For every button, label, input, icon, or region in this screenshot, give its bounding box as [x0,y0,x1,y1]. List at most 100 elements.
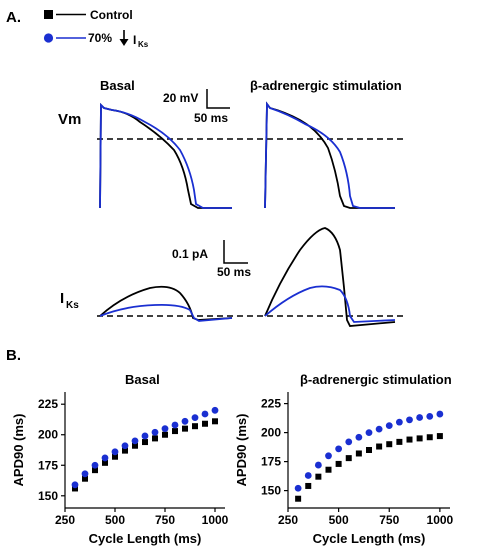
iks-scale-ms: 50 ms [217,265,251,279]
chart-basal-control-point [202,420,208,427]
iks-scale-pa: 0.1 pA [172,247,208,261]
chart-beta-iks-point [375,425,383,433]
chart-basal-control-point [92,467,98,474]
chart-basal-iks-point [111,448,119,456]
chart-beta-iks-point [355,433,363,441]
y-tick-label: 225 [38,397,58,411]
panel-b-label: B. [6,347,21,364]
chart-beta-ylabel: APD90 (ms) [234,414,249,487]
legend-iks-symbol: I [133,33,136,47]
chart-basal-iks-point [121,442,129,450]
vm-label: Vm [58,111,81,128]
chart-beta-control-point [416,435,423,442]
chart-beta: β-adrenergic stimulation Cycle Length (m… [234,372,454,546]
x-tick-label: 250 [55,513,75,527]
y-tick-label: 200 [38,428,58,442]
chart-basal-control-point [162,431,168,438]
chart-beta-iks-point [385,422,393,430]
down-arrow-icon [119,30,129,46]
vm-beta-control-trace [264,101,395,209]
iks-beta-iks-trace [264,285,396,323]
chart-beta-xlabel: Cycle Length (ms) [313,531,426,546]
chart-basal-iks-point [171,421,179,429]
iks-basal-iks-trace [99,303,233,322]
chart-beta-iks-point [416,414,424,421]
chart-beta-iks-point [304,472,312,479]
chart-basal-iks-point [81,470,89,478]
x-tick-label: 250 [278,513,298,527]
iks-scale-bar [223,240,248,264]
chart-beta-control-point [386,441,393,448]
y-tick-label: 225 [261,397,281,411]
chart-basal-iks-point [101,454,109,462]
chart-basal-iks-point [131,437,139,445]
chart-beta-iks-point [365,429,373,436]
chart-basal-iks-point [161,425,169,433]
vm-scale-mv: 20 mV [163,91,198,105]
chart-basal-ylabel: APD90 (ms) [11,414,26,487]
chart-beta-iks-point [395,418,403,426]
chart-basal-iks-point [71,481,79,489]
chart-beta-control-point [295,495,302,502]
chart-beta-control-point [406,436,413,443]
chart-beta-control-point [426,434,433,441]
chart-beta-iks-point [426,412,434,420]
chart-beta-control-point [366,447,372,453]
chart-basal-title: Basal [125,372,160,387]
chart-beta-iks-point [294,484,302,492]
chart-beta-control-point [436,433,443,440]
chart-basal-control-point [142,439,148,446]
chart-basal-iks-point [181,417,189,425]
chart-beta-control-point [315,473,322,480]
chart-basal-control-point [172,428,178,435]
chart-beta-control-point [345,455,352,462]
chart-basal-control-point [212,418,218,425]
legend-control-label: Control [90,8,133,22]
chart-basal-control-point [122,447,128,454]
chart-beta-iks-point [406,416,413,424]
iks-label-main: I [60,290,64,307]
chart-beta-control-point [305,482,312,489]
vm-beta-iks-trace [264,101,395,209]
chart-beta-control-point [396,438,403,445]
chart-basal-iks-point [191,414,199,422]
y-tick-label: 150 [261,484,281,498]
vm-scale-ms: 50 ms [194,111,228,125]
x-tick-label: 500 [105,513,125,527]
panel-a-label: A. [6,9,21,26]
beta-title: β-adrenergic stimulation [250,78,402,93]
chart-beta-control-point [335,460,342,467]
x-tick-label: 500 [329,513,349,527]
chart-beta-iks-point [325,452,332,460]
chart-basal: Basal Cycle Length (ms) APD90 (ms) 250 50… [11,372,229,546]
chart-beta-iks-point [314,461,322,469]
chart-basal-control-point [182,425,188,432]
chart-basal-control-point [102,459,108,466]
chart-beta-title: β-adrenergic stimulation [300,372,452,387]
chart-basal-control-point [72,485,78,492]
chart-beta-control-point [376,443,383,450]
vm-scale-bar [206,89,230,109]
y-tick-label: 150 [38,489,58,503]
legend-iks-marker [43,33,54,43]
legend: Control 70% I Ks [43,8,149,49]
y-tick-label: 175 [261,455,281,469]
y-tick-label: 200 [261,426,281,440]
chart-basal-control-point [192,423,198,430]
legend-iks-prefix: 70% [88,31,112,45]
basal-title: Basal [100,78,135,93]
iks-beta-control-trace [264,227,396,327]
chart-basal-control-point [132,442,138,449]
chart-basal-iks-point [91,461,99,469]
chart-basal-iks-point [151,428,159,436]
chart-basal-xlabel: Cycle Length (ms) [89,531,202,546]
chart-basal-control-point [112,453,118,460]
chart-basal-control-point [152,435,158,442]
chart-beta-control-point [355,450,362,457]
chart-beta-iks-point [335,445,343,453]
legend-control-marker [44,10,53,19]
x-tick-label: 750 [155,513,175,527]
iks-basal-control-trace [99,285,233,321]
vm-basal-iks-trace [99,102,232,209]
